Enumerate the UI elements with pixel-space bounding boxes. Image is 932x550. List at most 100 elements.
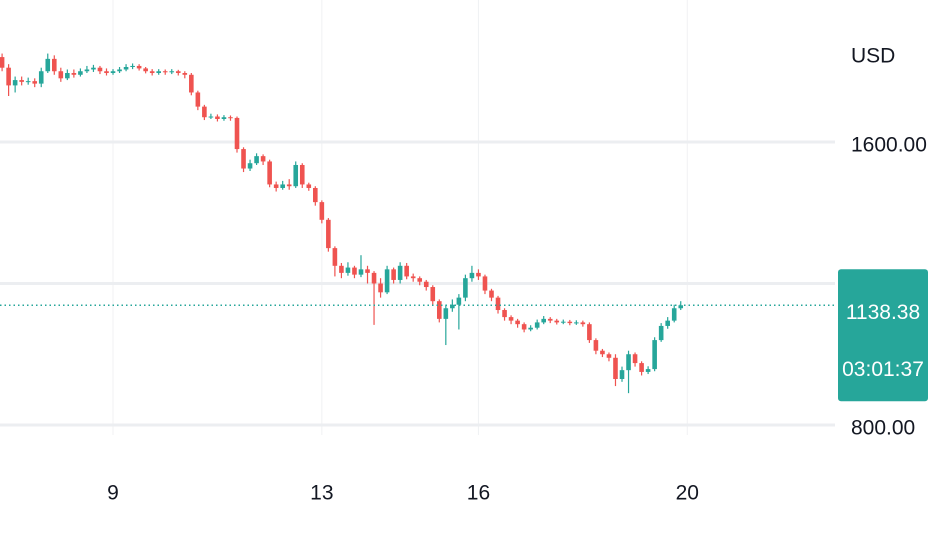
candle-body	[476, 272, 481, 277]
candle-body	[450, 304, 455, 309]
candle-body	[371, 272, 377, 284]
candle-body	[489, 290, 494, 298]
candle-body	[417, 278, 423, 282]
candle-body	[397, 265, 403, 280]
candle-body	[469, 272, 475, 279]
candle-body	[606, 354, 612, 358]
candle-body	[567, 321, 573, 324]
candle-body	[652, 340, 657, 370]
candle-body	[645, 369, 651, 372]
candle-body	[78, 71, 83, 75]
candle-body	[65, 73, 70, 79]
candle-body	[215, 116, 220, 119]
candle-body	[91, 67, 96, 70]
candle-body	[58, 71, 64, 79]
candle-body	[169, 71, 175, 73]
candle-body	[247, 163, 253, 169]
last-price-label: 1138.38	[846, 301, 920, 324]
candle-body	[671, 308, 677, 321]
candle-body	[632, 354, 638, 364]
candle-body	[534, 322, 540, 328]
candle-body	[19, 80, 24, 82]
candle-body	[365, 269, 370, 273]
x-tick-label: 9	[107, 482, 119, 505]
candle-body	[12, 80, 18, 86]
candle-body	[423, 281, 429, 288]
candle-body	[0, 57, 5, 68]
candle-body	[260, 156, 266, 162]
candle-body	[293, 164, 299, 187]
candle-body	[665, 320, 670, 326]
candle-body	[463, 278, 468, 298]
candle-body	[182, 73, 188, 75]
candle-body	[547, 318, 553, 321]
x-tick-label: 16	[467, 482, 490, 505]
currency-label: USD	[851, 45, 895, 68]
candle-body	[136, 65, 142, 69]
candle-body	[280, 184, 285, 188]
candle-body	[384, 269, 390, 293]
candle-body	[600, 350, 605, 355]
candle-body	[228, 117, 233, 119]
candle-body	[313, 187, 318, 203]
candle-body	[436, 301, 442, 319]
last-price-box	[838, 269, 928, 402]
candle-body	[234, 117, 240, 150]
candle-body	[430, 287, 436, 302]
candle-body	[658, 325, 664, 341]
candle-body	[254, 156, 259, 164]
candle-body	[38, 71, 44, 84]
y-tick-label: 1600.00	[851, 134, 927, 157]
candle-body	[326, 219, 331, 249]
candle-body	[71, 73, 77, 75]
candle-body	[593, 340, 599, 351]
candle-body	[391, 269, 396, 280]
candle-body	[123, 66, 129, 70]
candle-body	[156, 71, 161, 74]
candle-body	[339, 265, 344, 273]
candle-body	[267, 161, 272, 185]
candle-body	[345, 267, 351, 273]
candle-body	[332, 248, 338, 266]
candle-body	[143, 68, 148, 72]
candle-body	[482, 276, 488, 291]
candle-body	[404, 265, 409, 277]
candle-body	[162, 71, 168, 73]
candle-body	[410, 276, 416, 279]
y-tick-label: 800.00	[851, 417, 915, 440]
x-tick-label: 13	[310, 482, 333, 505]
candle-body	[286, 184, 292, 187]
candle-body	[32, 81, 38, 84]
candle-body	[508, 317, 514, 321]
x-tick-label: 20	[676, 482, 699, 505]
candle-body	[97, 67, 103, 72]
candle-body	[306, 184, 312, 188]
candle-body	[45, 58, 51, 72]
candle-body	[319, 202, 325, 220]
candle-body	[358, 269, 364, 275]
candle-body	[626, 354, 631, 371]
candle-body	[639, 363, 644, 372]
candle-body	[587, 324, 592, 341]
candle-body	[273, 184, 279, 188]
candle-body	[299, 164, 305, 185]
candle-body	[541, 318, 547, 323]
candle-body	[175, 71, 181, 74]
candle-body	[189, 74, 194, 93]
candle-body	[84, 69, 90, 72]
candle-body	[25, 81, 31, 83]
candle-body	[619, 370, 625, 380]
candle-body	[554, 320, 560, 323]
candle-body	[130, 65, 135, 67]
candle-body	[613, 357, 618, 380]
candle-body	[110, 71, 116, 74]
candle-body	[195, 92, 201, 107]
candle-body	[502, 310, 507, 318]
candle-body	[678, 305, 684, 309]
countdown-label: 03:01:37	[842, 358, 924, 381]
candle-body	[495, 297, 501, 311]
candle-body	[521, 324, 527, 330]
candle-body	[51, 58, 57, 72]
candle-body	[560, 321, 566, 323]
